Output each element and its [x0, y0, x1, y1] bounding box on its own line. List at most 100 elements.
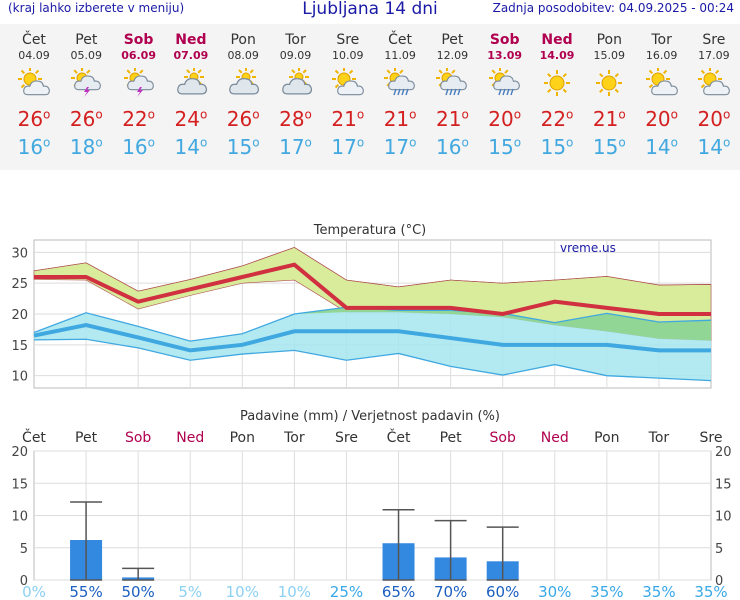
- precipitation-day-label: Pet: [75, 430, 98, 446]
- sun-rain-icon: [435, 67, 469, 98]
- precipitation-day-label: Pon: [230, 430, 255, 446]
- precipitation-probability: 35%: [642, 583, 675, 600]
- precipitation-day-label: Ned: [176, 430, 204, 446]
- max-temperature: 26o: [17, 107, 51, 131]
- location-menu-hint[interactable]: (kraj lahko izberete v meniju): [8, 1, 185, 15]
- precipitation-probability: 50%: [121, 583, 154, 600]
- forecast-day: Pet 12.09 21o 16o: [426, 24, 478, 159]
- day-name: Tor: [651, 32, 672, 48]
- day-date: 15.09: [593, 49, 626, 62]
- precipitation-probability: 35%: [694, 583, 727, 600]
- partly-cloudy-icon: [331, 67, 365, 98]
- forecast-day: Sob 13.09 20o 15o: [479, 24, 531, 159]
- day-name: Pon: [596, 32, 622, 48]
- day-date: 13.09: [487, 49, 523, 62]
- forecast-day: Pon 15.09 21o 15o: [583, 24, 635, 159]
- min-temperature: 16o: [17, 135, 51, 159]
- partly-cloudy-icon: [17, 67, 51, 98]
- forecast-day: Tor 09.09 28o 17o: [270, 24, 322, 159]
- min-temperature: 14o: [645, 135, 678, 159]
- precipitation-day-label: Čet: [387, 428, 411, 446]
- precipitation-probability: 35%: [590, 583, 623, 600]
- max-temperature: 22o: [122, 107, 155, 131]
- min-temperature: 17o: [331, 135, 365, 159]
- day-name: Sob: [489, 32, 520, 48]
- precipitation-y-tick-left: 15: [11, 477, 28, 492]
- precipitation-y-tick-right: 20: [715, 445, 732, 460]
- precipitation-y-tick-left: 5: [20, 542, 28, 557]
- precipitation-day-label: Tor: [648, 430, 670, 446]
- max-temperature: 21o: [383, 107, 417, 131]
- sun-thunderstorm-icon: [122, 67, 156, 98]
- precipitation-day-label: Ned: [541, 430, 569, 446]
- forecast-day: Čet 11.09 21o 17o: [374, 24, 426, 159]
- precipitation-day-label: Sob: [125, 430, 151, 446]
- max-temperature: 21o: [331, 107, 365, 131]
- min-temperature: 16o: [435, 135, 469, 159]
- sun-rain-icon: [488, 67, 522, 98]
- precipitation-day-label: Čet: [22, 428, 46, 446]
- min-temperature: 17o: [279, 135, 312, 159]
- precipitation-day-label: Tor: [283, 430, 305, 446]
- min-temperature: 14o: [697, 135, 731, 159]
- precipitation-day-label: Sre: [700, 430, 723, 446]
- max-temperature: 21o: [435, 107, 469, 131]
- max-temperature: 24o: [174, 107, 208, 131]
- precipitation-probability: 10%: [278, 583, 311, 600]
- top-bar: (kraj lahko izberete v meniju) Ljubljana…: [0, 0, 740, 22]
- forecast-day: Tor 16.09 20o 14o: [636, 24, 688, 159]
- partly-cloudy-icon: [645, 67, 679, 98]
- precipitation-y-tick-right: 10: [715, 510, 732, 525]
- cloudy-icon: [279, 67, 313, 98]
- day-date: 12.09: [436, 49, 469, 62]
- day-date: 09.09: [279, 49, 312, 62]
- forecast-day: Čet 04.09 26o 16o: [8, 24, 60, 159]
- min-temperature-band: [34, 307, 711, 381]
- rain-icon: [383, 67, 417, 98]
- cloudy-icon: [226, 67, 260, 98]
- precipitation-probability: 30%: [538, 583, 571, 600]
- day-date: 04.09: [18, 49, 50, 62]
- forecast-day: Ned 14.09 22o 15o: [531, 24, 583, 159]
- forecast-day: Sre 10.09 21o 17o: [322, 24, 374, 159]
- day-date: 08.09: [227, 49, 259, 62]
- precipitation-probability: 10%: [226, 583, 259, 600]
- day-date: 14.09: [539, 49, 575, 62]
- last-update-text: Zadnja posodobitev: 04.09.2025 - 00:24: [492, 1, 734, 15]
- page-title: Ljubljana 14 dni: [302, 0, 438, 19]
- precipitation-day-label: Pet: [440, 430, 463, 446]
- precipitation-probability: 65%: [382, 583, 415, 600]
- day-date: 16.09: [645, 49, 678, 62]
- day-name: Pet: [441, 32, 464, 48]
- max-temperature: 20o: [697, 107, 731, 131]
- temperature-chart-title: Temperatura (°C): [313, 223, 426, 238]
- min-temperature: 14o: [174, 135, 208, 159]
- precipitation-y-tick-left: 10: [11, 510, 28, 525]
- min-temperature: 16o: [122, 135, 155, 159]
- day-date: 11.09: [384, 49, 416, 62]
- precipitation-y-tick-right: 5: [715, 542, 723, 557]
- forecast-day: Pon 08.09 26o 15o: [217, 24, 269, 159]
- temperature-band-overlap: [294, 307, 711, 341]
- precipitation-y-tick-right: 0: [715, 574, 723, 589]
- day-name: Tor: [285, 32, 306, 48]
- precipitation-y-tick-left: 20: [11, 445, 28, 460]
- precipitation-day-label: Pon: [594, 430, 619, 446]
- max-temperature: 20o: [488, 107, 522, 131]
- min-temperature: 15o: [540, 135, 574, 159]
- min-temperature: 15o: [226, 135, 260, 159]
- precipitation-probability: 5%: [178, 583, 202, 600]
- max-temperature: 26o: [226, 107, 260, 131]
- precipitation-chart-title: Padavine (mm) / Verjetnost padavin (%): [240, 409, 500, 424]
- precipitation-day-label: Sre: [335, 430, 358, 446]
- daily-forecast-strip: Čet 04.09 26o 16o Pet 05.09 26o 18o Sob 06.09 22o 1…: [0, 24, 740, 170]
- max-temperature: 21o: [592, 107, 626, 131]
- max-temperature: 20o: [645, 107, 678, 131]
- day-name: Pet: [75, 32, 98, 48]
- temperature-y-tick: 30: [11, 246, 28, 261]
- temperature-y-tick: 15: [11, 339, 28, 354]
- max-temperature: 22o: [540, 107, 574, 131]
- forecast-day: Sre 17.09 20o 14o: [688, 24, 740, 159]
- day-name: Ned: [541, 32, 573, 48]
